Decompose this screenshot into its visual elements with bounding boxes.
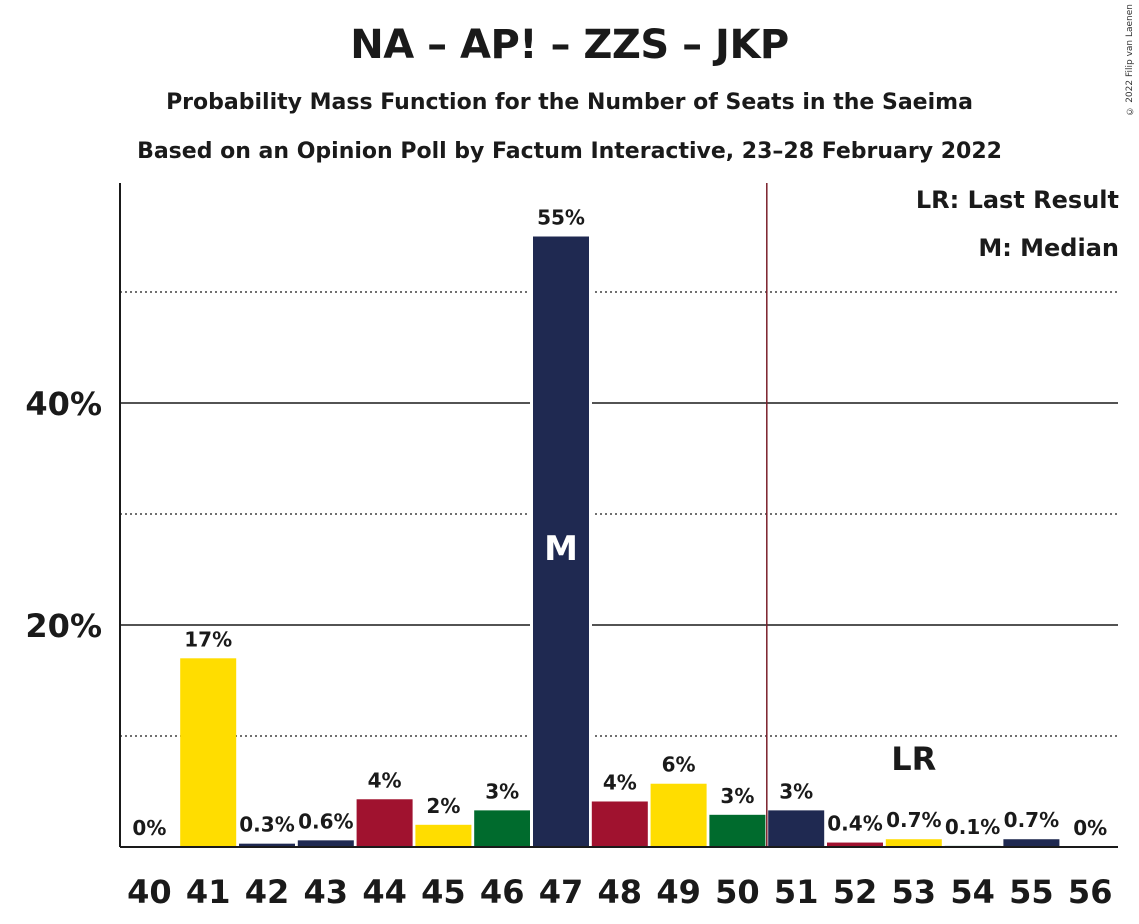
x-tick-label: 46 xyxy=(480,873,525,911)
x-tick-label: 54 xyxy=(950,873,995,911)
x-tick-label: 47 xyxy=(539,873,584,911)
data-label: 0.1% xyxy=(945,815,1000,839)
last-result-marker: LR xyxy=(891,740,936,778)
x-tick-label: 43 xyxy=(304,873,349,911)
bar xyxy=(415,824,472,847)
y-tick-label: 20% xyxy=(25,607,102,645)
x-tick-label: 41 xyxy=(186,873,231,911)
legend-median: M: Median xyxy=(978,234,1119,262)
data-label: 3% xyxy=(720,784,754,808)
data-label: 4% xyxy=(603,770,637,794)
x-tick-label: 56 xyxy=(1068,873,1113,911)
data-label: 0% xyxy=(1073,816,1107,840)
bar xyxy=(297,840,354,847)
data-label: 6% xyxy=(662,753,696,777)
x-tick-label: 52 xyxy=(833,873,878,911)
chart-subtitle: Probability Mass Function for the Number… xyxy=(166,90,973,115)
data-label: 0.3% xyxy=(239,813,294,837)
bar xyxy=(180,658,237,847)
data-label: 3% xyxy=(779,779,813,803)
legend-last-result: LR: Last Result xyxy=(915,186,1119,214)
bar xyxy=(239,843,295,847)
x-tick-label: 48 xyxy=(598,873,643,911)
data-label: 0.6% xyxy=(298,809,353,833)
bar xyxy=(1003,839,1060,847)
bar xyxy=(650,783,707,847)
bar xyxy=(474,810,531,847)
x-tick-label: 49 xyxy=(656,873,701,911)
x-tick-label: 55 xyxy=(1009,873,1054,911)
x-tick-label: 51 xyxy=(774,873,819,911)
x-tick-label: 45 xyxy=(421,873,466,911)
data-label: 4% xyxy=(368,768,402,792)
data-label: 0.4% xyxy=(827,812,882,836)
data-label: 0.7% xyxy=(886,808,941,832)
bar xyxy=(885,839,942,847)
data-label: 0.7% xyxy=(1004,808,1059,832)
data-label: 3% xyxy=(485,779,519,803)
data-label: 55% xyxy=(537,206,585,230)
bar xyxy=(591,801,648,847)
x-tick-label: 44 xyxy=(362,873,407,911)
data-label: 2% xyxy=(426,794,460,818)
median-marker: M xyxy=(544,529,578,569)
data-label: 0% xyxy=(132,816,166,840)
chart-subtitle-source: Based on an Opinion Poll by Factum Inter… xyxy=(137,139,1002,164)
x-tick-label: 53 xyxy=(892,873,937,911)
bar xyxy=(709,814,766,847)
bar xyxy=(356,799,413,847)
data-label: 17% xyxy=(184,627,232,651)
bar xyxy=(827,842,883,847)
y-tick-label: 40% xyxy=(25,385,102,423)
x-tick-label: 50 xyxy=(715,873,760,911)
bar xyxy=(768,810,825,847)
bar xyxy=(533,236,589,847)
x-tick-label: 42 xyxy=(245,873,290,911)
chart-title: NA – AP! – ZZS – JKP xyxy=(350,22,789,68)
x-tick-label: 40 xyxy=(127,873,172,911)
